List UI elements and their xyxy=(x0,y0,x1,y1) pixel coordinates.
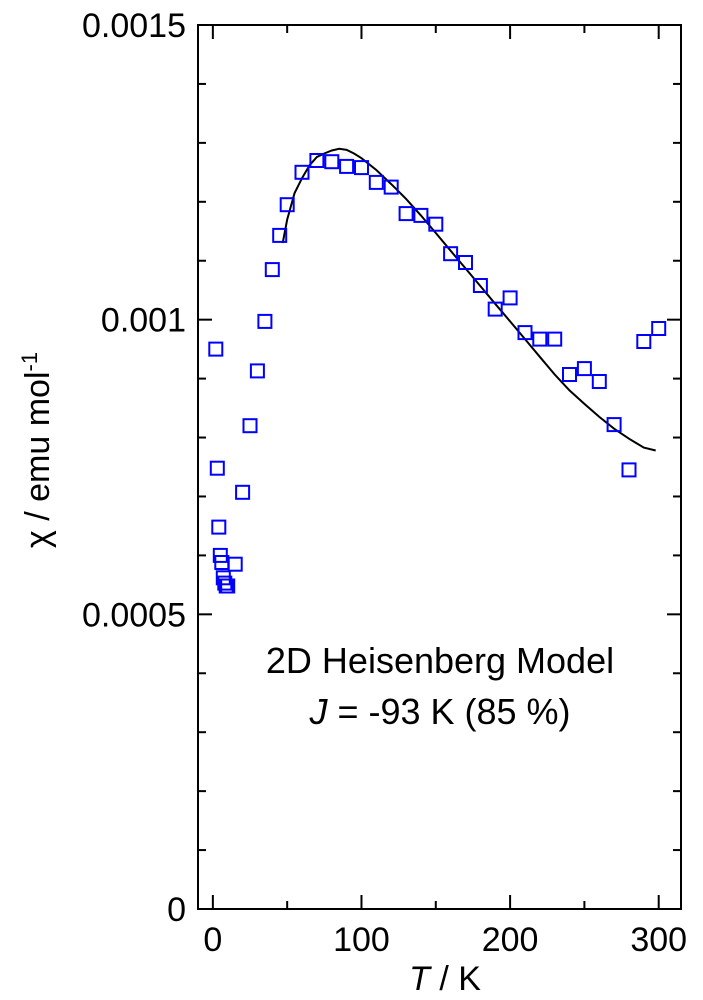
data-point xyxy=(383,179,399,195)
x-tick-label: 0 xyxy=(203,921,222,959)
data-point xyxy=(249,363,265,379)
data-point xyxy=(339,158,355,174)
data-point xyxy=(217,575,233,591)
data-point xyxy=(235,484,251,500)
data-point xyxy=(591,374,607,389)
data-point xyxy=(227,556,243,572)
y-axis-label: χ / emu mol-1 xyxy=(17,352,58,548)
data-point xyxy=(428,216,444,232)
y-tick-label: 0.0015 xyxy=(82,7,186,45)
data-point xyxy=(398,206,414,222)
annotation-j-value: J = -93 K (85 %) xyxy=(308,691,570,732)
y-tick-label: 0.0005 xyxy=(82,596,186,634)
plot-frame xyxy=(197,24,682,910)
data-point xyxy=(368,174,384,190)
data-point xyxy=(547,331,563,347)
data-point xyxy=(651,321,667,336)
data-point xyxy=(209,460,225,476)
data-point xyxy=(502,290,518,306)
x-tick-label: 300 xyxy=(630,921,687,959)
data-point xyxy=(517,325,533,341)
x-tick-label: 100 xyxy=(333,921,390,959)
annotation-model: 2D Heisenberg Model xyxy=(266,640,614,681)
data-point xyxy=(443,246,459,262)
data-point xyxy=(279,197,295,213)
x-axis-label: T / K xyxy=(409,960,481,998)
data-point xyxy=(636,334,652,349)
fit-line xyxy=(281,147,656,452)
data-point xyxy=(215,570,231,586)
axis-ticks xyxy=(198,24,681,910)
data-point xyxy=(458,255,473,270)
data-point xyxy=(309,153,325,168)
data-point xyxy=(264,262,280,278)
data-point xyxy=(487,301,503,317)
data-point xyxy=(472,278,488,293)
data-point xyxy=(621,462,637,478)
data-point xyxy=(354,160,369,176)
data-point xyxy=(576,361,592,377)
data-point xyxy=(220,578,236,594)
data-point xyxy=(272,227,288,243)
data-point xyxy=(562,367,577,382)
data-point xyxy=(324,154,340,170)
data-point xyxy=(413,207,429,223)
data-point xyxy=(294,164,310,180)
data-point xyxy=(242,418,258,434)
data-point xyxy=(211,519,227,535)
data-point xyxy=(606,417,622,433)
data-point xyxy=(532,331,548,347)
data-point xyxy=(208,341,224,357)
y-tick-label: 0.001 xyxy=(101,302,186,340)
x-tick-label: 200 xyxy=(482,921,539,959)
tick-labels: 0 100 200 300 0 0.0005 0.001 0.0015 xyxy=(82,7,687,959)
data-point xyxy=(257,313,273,329)
data-markers xyxy=(208,153,667,594)
y-tick-label: 0 xyxy=(167,891,186,929)
fit-line-group xyxy=(281,147,656,452)
